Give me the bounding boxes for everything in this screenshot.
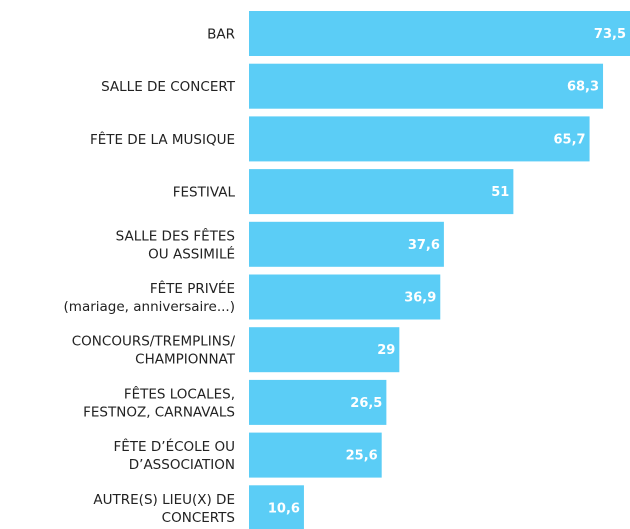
category-label: FÊTES LOCALES, FESTNOZ, CARNAVALS [83,384,235,420]
category-label-line: FÊTE DE LA MUSIQUE [90,130,235,148]
category-label-line: (mariage, anniversaire...) [64,299,235,315]
bar [249,432,382,478]
category-label-line: FESTNOZ, CARNAVALS [83,404,235,420]
value-label: 37,6 [408,238,440,253]
value-label: 68,3 [567,80,599,95]
value-label: 51 [491,185,509,200]
category-label-line: AUTRE(S) LIEU(X) DE [93,492,235,508]
value-label: 26,5 [350,396,382,411]
bar [249,379,387,425]
category-label-line: FESTIVAL [173,185,236,201]
category-label-line: FÊTE D’ÉCOLE OU [114,437,235,455]
category-label: SALLE DES FÊTES OU ASSIMILÉ [116,226,235,262]
category-label: FESTIVAL [173,185,236,201]
category-label: AUTRE(S) LIEU(X) DE CONCERTS [93,492,235,526]
category-label: CONCOURS/TREMPLINS/CHAMPIONNAT [72,334,236,368]
category-label: FÊTE D’ÉCOLE OU D’ASSOCIATION [114,437,235,473]
category-label-line: CHAMPIONNAT [135,352,236,368]
bar [249,274,441,320]
value-label: 73,5 [594,27,626,42]
category-label: FÊTE DE LA MUSIQUE [90,130,235,148]
value-label: 10,6 [268,501,300,516]
category-label: BAR [207,27,235,43]
category-label-line: FÊTES LOCALES, [124,384,235,402]
bar [249,221,444,267]
value-label: 29 [377,343,395,358]
bar [249,11,630,56]
category-label-line: FÊTE PRIVÉE [150,279,235,297]
category-label-line: BAR [207,27,235,43]
category-label-line: CONCERTS [162,510,235,526]
category-label-line: SALLE DE CONCERT [101,79,236,95]
category-label-line: CONCOURS/TREMPLINS/ [72,334,236,350]
bar [249,485,304,529]
category-label: SALLE DE CONCERT [101,79,236,95]
value-label: 36,9 [404,291,436,306]
bar [249,116,590,162]
bar [249,327,400,373]
category-label-line: SALLE DES FÊTES [116,226,235,244]
category-label-line: D’ASSOCIATION [129,457,235,473]
value-label: 25,6 [346,449,378,464]
category-label: FÊTE PRIVÉE (mariage, anniversaire...) [64,279,235,315]
category-label-line: OU ASSIMILÉ [148,245,235,262]
bar [249,169,514,215]
bar [249,63,604,109]
value-label: 65,7 [553,132,585,147]
